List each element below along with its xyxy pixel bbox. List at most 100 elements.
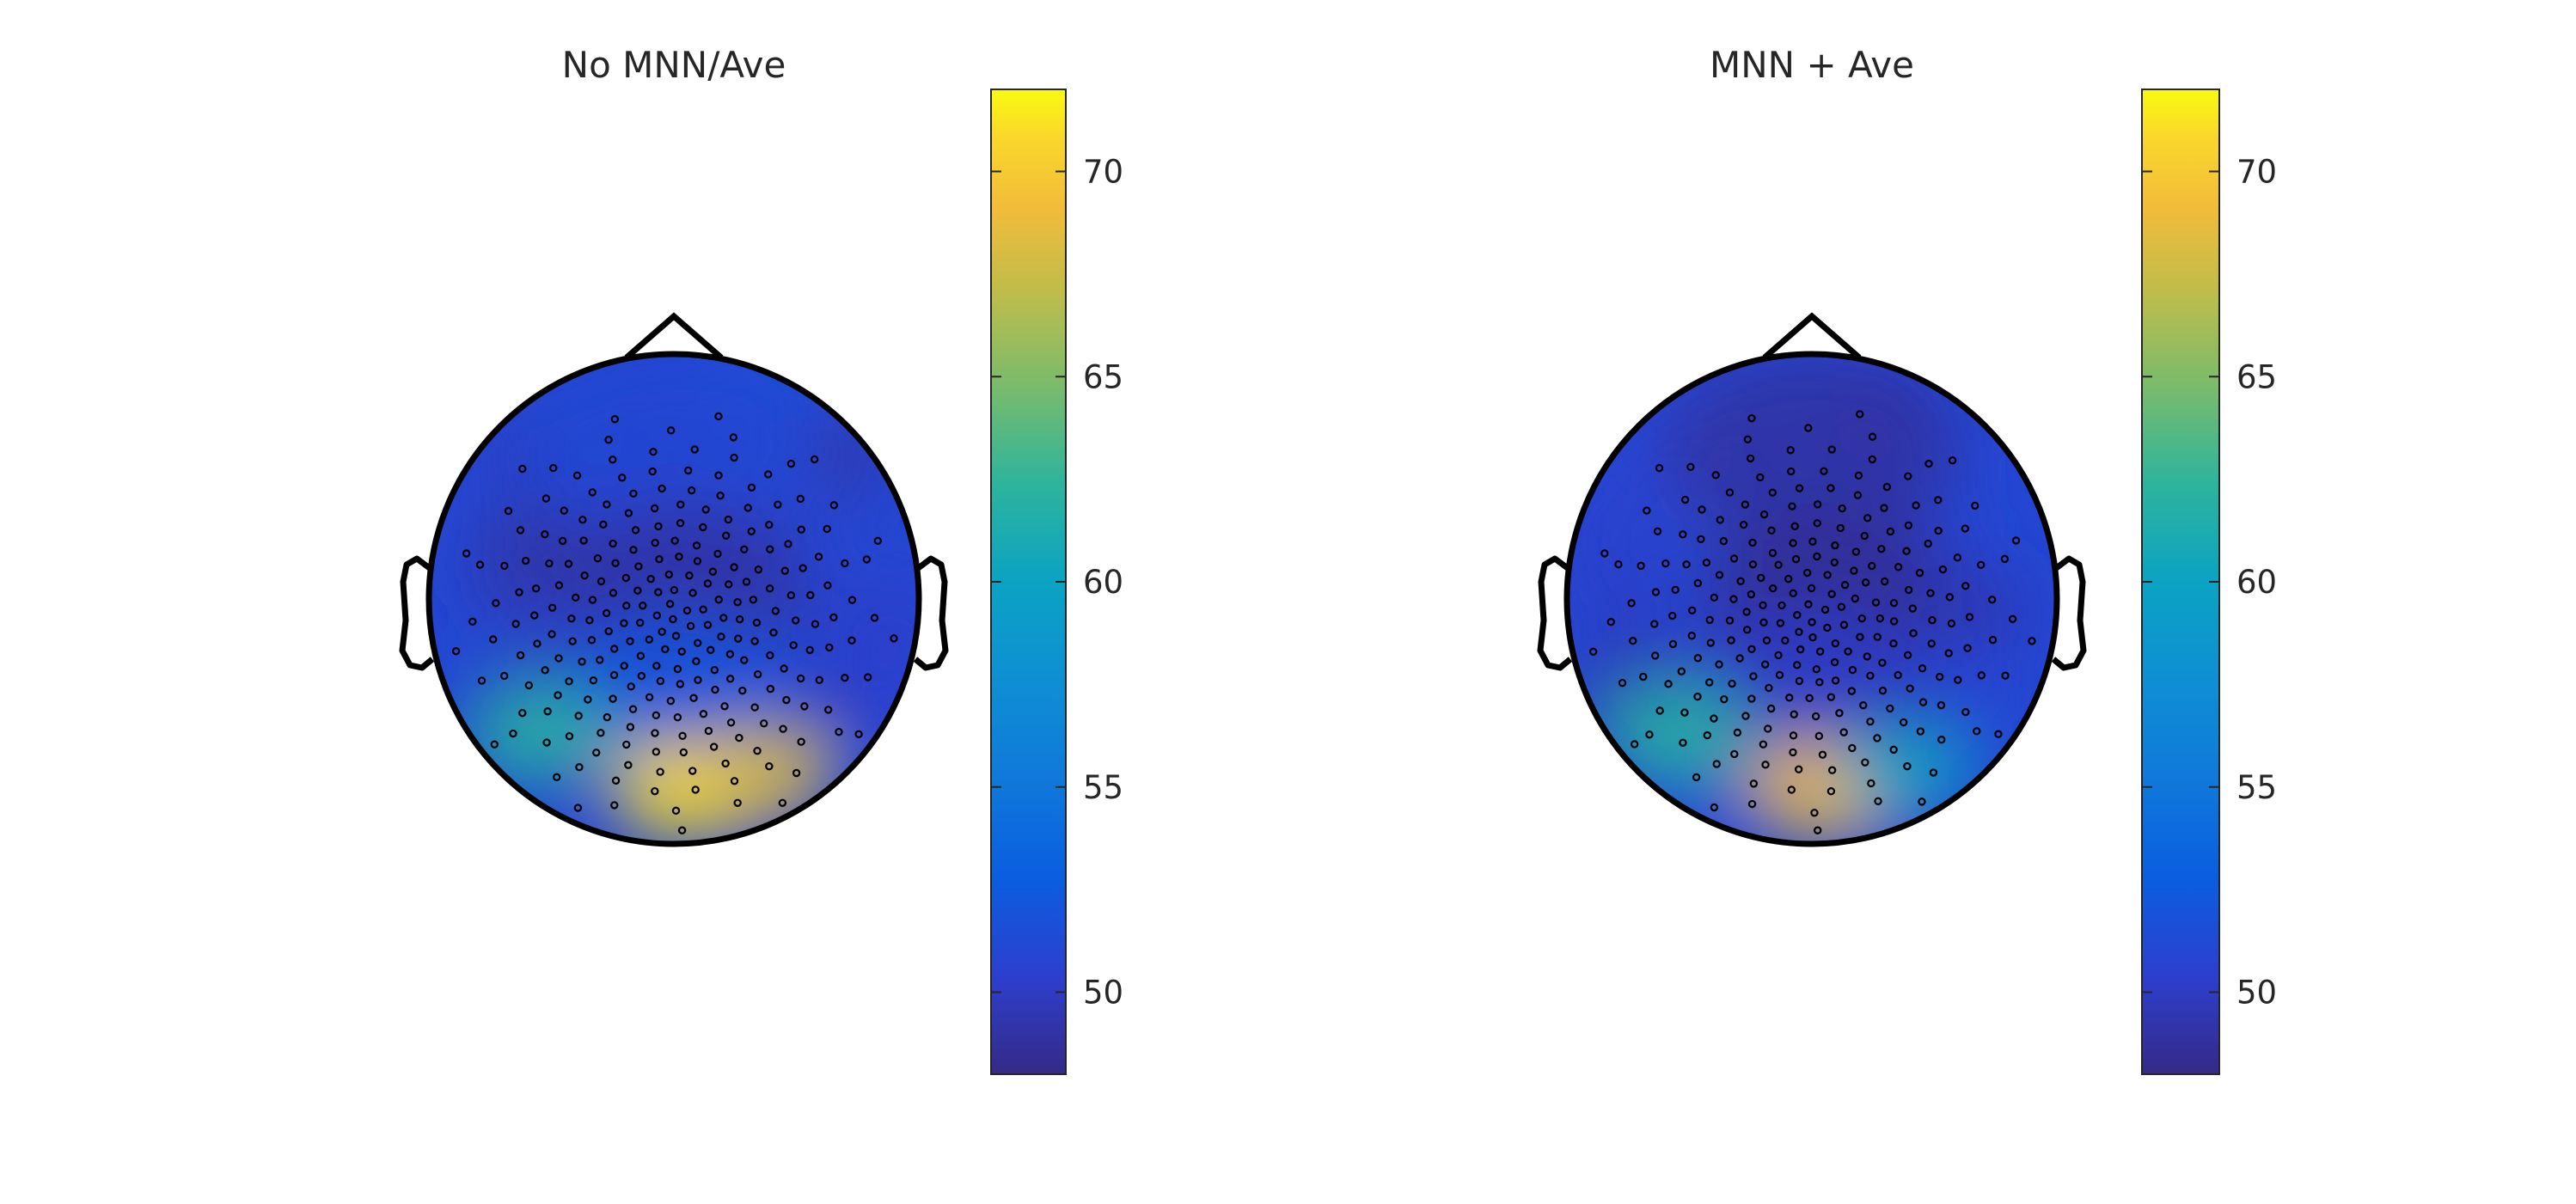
electrode xyxy=(622,740,631,749)
electrode xyxy=(841,674,849,682)
electrode xyxy=(673,664,682,674)
electrode xyxy=(766,545,774,553)
electrode xyxy=(1847,687,1857,695)
electrode xyxy=(1719,536,1729,546)
electrode xyxy=(578,657,586,666)
electrode xyxy=(1880,577,1889,586)
electrode xyxy=(568,637,577,645)
electrode xyxy=(656,767,664,776)
electrode xyxy=(786,590,796,600)
electrode xyxy=(1643,506,1651,515)
electrodes xyxy=(1588,410,2036,834)
electrode xyxy=(515,588,523,596)
electrode xyxy=(1850,566,1858,575)
electrode xyxy=(1977,560,1986,570)
electrode xyxy=(462,549,471,558)
electrode xyxy=(1973,727,1981,736)
electrode xyxy=(1645,730,1654,739)
electrode xyxy=(1875,614,1885,623)
electrode xyxy=(1795,484,1804,492)
electrode xyxy=(1650,620,1659,628)
electrode xyxy=(548,630,556,639)
electrode xyxy=(1918,664,1927,673)
electrode xyxy=(1831,541,1839,550)
electrode xyxy=(1904,585,1913,595)
electrode xyxy=(1795,627,1803,637)
electrode xyxy=(671,806,681,816)
electrode xyxy=(1720,694,1729,704)
electrode xyxy=(710,665,719,675)
colorbar-tick-label: 60 xyxy=(2236,564,2277,601)
electrode xyxy=(1706,639,1715,647)
electrode xyxy=(734,634,743,643)
electrode xyxy=(634,562,643,571)
electrode xyxy=(1851,594,1859,603)
electrode xyxy=(676,519,685,528)
electrode xyxy=(1916,727,1925,736)
electrode xyxy=(1710,714,1718,723)
electrode xyxy=(585,616,594,625)
electrode xyxy=(1868,455,1876,464)
electrode xyxy=(1766,704,1776,713)
electrode xyxy=(1818,750,1827,759)
electrode xyxy=(699,710,708,718)
electrode xyxy=(1762,636,1771,645)
electrode xyxy=(798,564,807,572)
electrode xyxy=(703,579,713,588)
electrode xyxy=(554,691,562,700)
electrode xyxy=(1851,547,1861,556)
electrode xyxy=(652,662,661,670)
electrode xyxy=(492,599,500,608)
topoplot-panel-2: MNN + Ave 50 55 60 65 70 xyxy=(1537,44,2277,1075)
electrode xyxy=(1971,501,1979,510)
electrode xyxy=(729,433,738,442)
electrode xyxy=(596,656,604,664)
electrode xyxy=(778,798,787,807)
electrode xyxy=(1651,651,1660,660)
electrode xyxy=(1757,573,1765,583)
electrode xyxy=(620,662,628,670)
electrode xyxy=(1764,724,1772,733)
electrode xyxy=(1904,472,1912,480)
electrode xyxy=(1705,678,1714,687)
electrode xyxy=(1863,652,1871,661)
electrode xyxy=(1886,704,1894,713)
electrode xyxy=(1759,740,1768,749)
electrode xyxy=(504,506,513,516)
electrode xyxy=(1948,456,1957,465)
electrode xyxy=(1861,578,1870,587)
electrode xyxy=(1894,563,1903,571)
electrode xyxy=(1627,599,1636,608)
electrode xyxy=(811,620,820,628)
nose xyxy=(1762,312,1862,360)
electrode xyxy=(618,474,627,482)
electrode xyxy=(609,645,619,653)
electrode xyxy=(1795,765,1803,773)
electrode xyxy=(1839,620,1849,629)
electrode xyxy=(714,596,723,604)
electrode xyxy=(1871,598,1881,607)
electrode xyxy=(764,470,773,479)
electrode xyxy=(665,600,675,608)
electrode xyxy=(545,559,554,568)
electrode xyxy=(1961,524,1969,533)
electrode xyxy=(1813,519,1821,528)
electrode xyxy=(666,426,676,435)
electrode xyxy=(500,561,509,571)
electrode xyxy=(707,645,715,655)
electrode xyxy=(1687,632,1697,640)
electrode xyxy=(675,553,683,561)
electrode xyxy=(1778,601,1786,610)
region-occipital-right xyxy=(699,724,835,816)
electrode xyxy=(1705,615,1714,625)
electrode xyxy=(645,635,653,644)
colorbar-tick-label: 55 xyxy=(1083,769,1123,806)
electrode xyxy=(1693,692,1702,701)
electrode xyxy=(671,632,681,640)
electrode xyxy=(1747,413,1756,423)
electrode xyxy=(765,520,774,529)
electrode xyxy=(1805,694,1814,703)
electrode xyxy=(1677,667,1686,675)
electrode xyxy=(579,536,588,545)
electrode xyxy=(1759,510,1769,519)
